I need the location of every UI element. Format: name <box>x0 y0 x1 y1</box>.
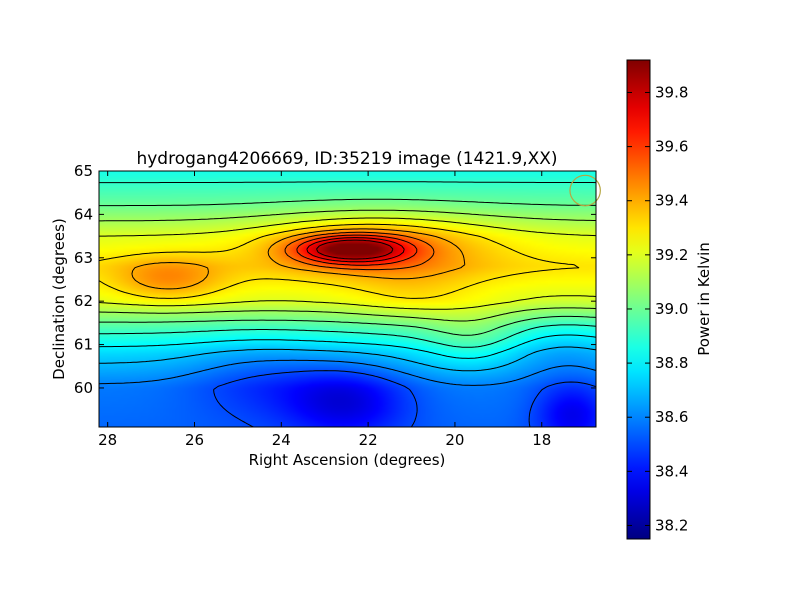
colorbar-tick-label: 39.0 <box>655 300 688 318</box>
beam-marker <box>569 174 601 207</box>
contour-level <box>99 198 597 336</box>
contour-level <box>98 359 597 386</box>
contour-level <box>284 231 435 271</box>
colorbar-tick-label: 38.2 <box>655 516 688 534</box>
contour-level <box>213 370 597 428</box>
colorbar-tick-label: 38.4 <box>655 462 688 480</box>
colorbar-tick-label: 39.2 <box>655 246 688 264</box>
y-tick-label: 64 <box>74 205 93 223</box>
x-tick-label: 24 <box>272 431 291 449</box>
chart-title: hydrogang4206669, ID:35219 image (1421.9… <box>136 149 557 169</box>
contour-lines <box>98 181 597 428</box>
contour-level <box>296 234 418 266</box>
y-tick-label: 62 <box>74 292 93 310</box>
x-tick-label: 18 <box>532 431 551 449</box>
heatmap <box>99 171 596 427</box>
contour-level <box>99 181 597 348</box>
x-axis-label: Right Ascension (degrees) <box>249 451 446 469</box>
contour-level <box>98 346 597 372</box>
heatmap-image <box>99 171 596 427</box>
contour-level <box>131 228 466 290</box>
x-tick-label: 20 <box>445 431 464 449</box>
x-axis-ticks: 28 26 24 22 20 18 <box>98 171 551 449</box>
colorbar-ticks: 38.2 38.4 38.6 38.8 39.0 39.2 39.4 39.6 39.8 <box>627 83 688 534</box>
x-tick-label: 26 <box>185 431 204 449</box>
colorbar-gradient <box>626 59 651 540</box>
colorbar-tick-label: 38.6 <box>655 408 688 426</box>
contour-level <box>98 217 597 310</box>
x-tick-label: 22 <box>359 431 378 449</box>
y-tick-label: 61 <box>74 336 93 354</box>
contour-level <box>316 239 394 260</box>
colorbar-tick-label: 38.8 <box>655 354 688 372</box>
beam-circle <box>569 174 601 207</box>
contour-level <box>98 223 580 299</box>
x-tick-label: 28 <box>98 431 117 449</box>
colorbar: 38.2 38.4 38.6 38.8 39.0 39.2 39.4 39.6 39.8 Pow… <box>626 59 713 540</box>
y-axis-ticks: 60 61 62 63 64 65 <box>74 162 596 397</box>
contour-level <box>98 209 597 322</box>
colorbar-tick-label: 39.6 <box>655 138 688 156</box>
y-tick-label: 65 <box>74 162 93 180</box>
colorbar-tick-label: 39.8 <box>655 83 688 101</box>
plot-frame <box>98 170 597 428</box>
colorbar-tick-label: 39.4 <box>655 192 688 210</box>
contour-level <box>306 237 405 263</box>
y-axis-label: Declination (degrees) <box>50 218 68 380</box>
y-tick-label: 63 <box>74 249 93 267</box>
colorbar-label: Power in Kelvin <box>695 242 713 356</box>
y-tick-label: 60 <box>74 379 93 397</box>
contour-level <box>98 334 597 359</box>
